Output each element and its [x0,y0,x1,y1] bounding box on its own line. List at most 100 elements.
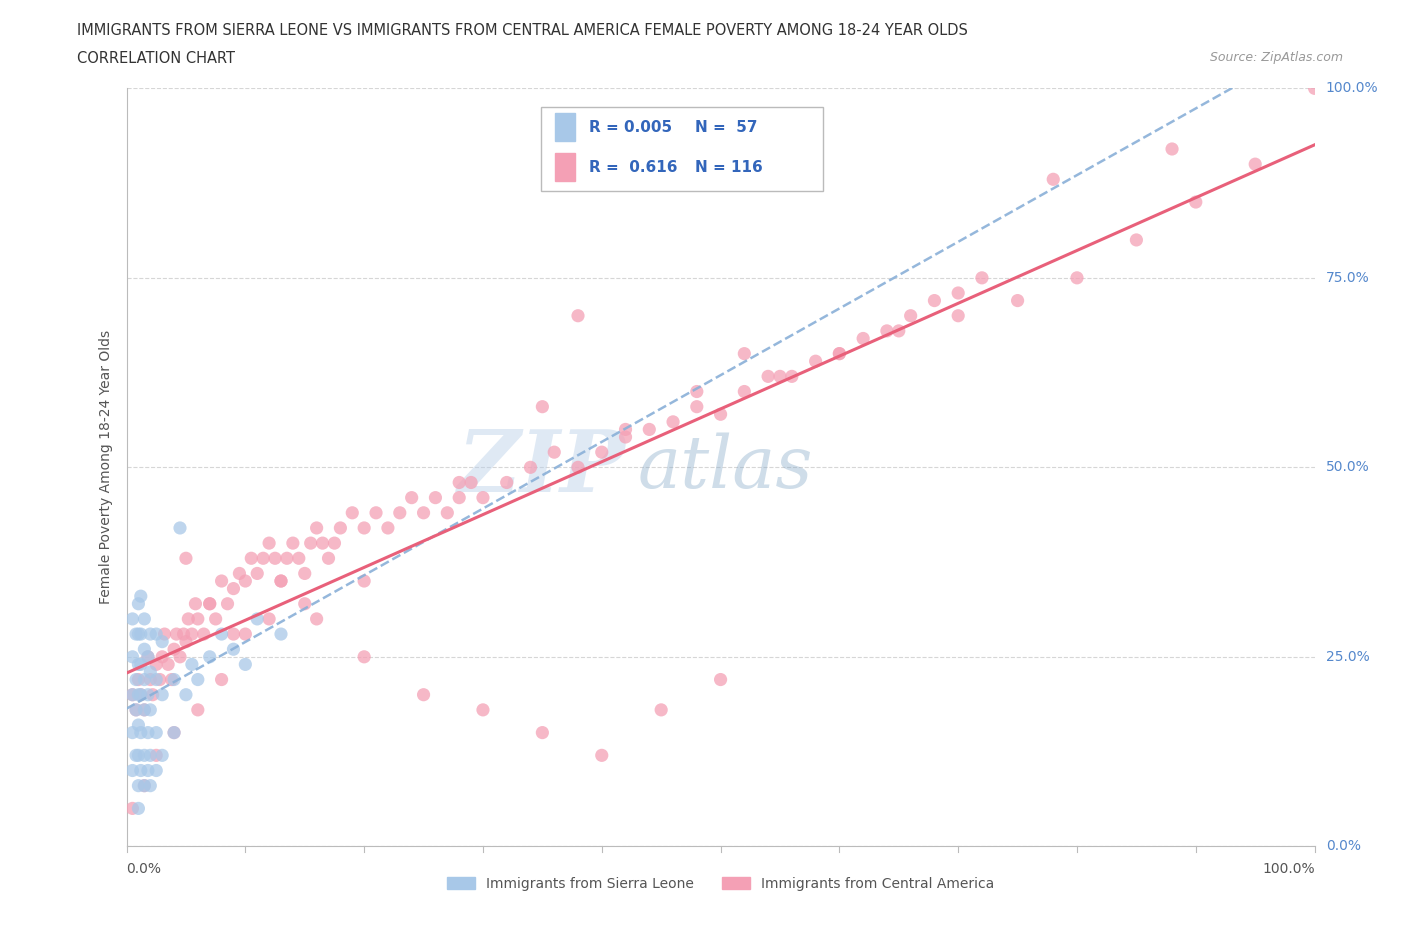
Immigrants from Central America [136,649,159,664]
Immigrants from Central America [217,596,239,611]
Immigrants from Central America [270,574,292,589]
Immigrants from Sierra Leone [211,627,233,642]
Immigrants from Central America [946,309,969,324]
Immigrants from Central America [353,649,375,664]
Immigrants from Sierra Leone [125,672,148,687]
Immigrants from Sierra Leone [129,657,152,671]
Immigrants from Central America [174,634,197,649]
Immigrants from Sierra Leone [139,665,162,680]
Immigrants from Sierra Leone [198,649,221,664]
Text: 0.0%: 0.0% [127,862,162,876]
Immigrants from Central America [567,460,589,475]
Immigrants from Sierra Leone [169,521,191,536]
Immigrants from Central America [299,536,322,551]
Immigrants from Central America [412,687,434,702]
Immigrants from Central America [1303,81,1326,96]
Immigrants from Sierra Leone [136,687,159,702]
Immigrants from Central America [329,521,352,536]
Immigrants from Central America [257,536,280,551]
Immigrants from Sierra Leone [136,649,159,664]
Text: 100.0%: 100.0% [1326,81,1378,96]
Immigrants from Sierra Leone [163,672,186,687]
Immigrants from Central America [153,627,176,642]
Immigrants from Central America [769,369,792,384]
Legend: Immigrants from Sierra Leone, Immigrants from Central America: Immigrants from Sierra Leone, Immigrants… [441,871,1000,897]
Immigrants from Central America [177,612,200,627]
Immigrants from Central America [900,309,922,324]
Immigrants from Central America [222,627,245,642]
Immigrants from Central America [472,490,495,505]
Text: atlas: atlas [637,432,813,502]
Immigrants from Sierra Leone [129,763,152,777]
Immigrants from Central America [257,612,280,627]
Immigrants from Central America [276,551,298,565]
Immigrants from Central America [472,702,495,717]
Immigrants from Central America [121,687,143,702]
Immigrants from Sierra Leone [125,702,148,717]
Immigrants from Central America [353,574,375,589]
Immigrants from Sierra Leone [127,596,149,611]
Text: N = 116: N = 116 [695,160,762,175]
Immigrants from Central America [157,657,180,671]
Immigrants from Central America [323,536,346,551]
Immigrants from Central America [342,505,364,520]
Immigrants from Central America [240,551,263,565]
Text: IMMIGRANTS FROM SIERRA LEONE VS IMMIGRANTS FROM CENTRAL AMERICA FEMALE POVERTY A: IMMIGRANTS FROM SIERRA LEONE VS IMMIGRAN… [77,23,969,38]
Immigrants from Central America [686,384,709,399]
Immigrants from Central America [1184,194,1206,209]
Immigrants from Central America [614,422,637,437]
Immigrants from Sierra Leone [150,634,173,649]
Immigrants from Central America [198,596,221,611]
Immigrants from Sierra Leone [145,725,167,740]
Immigrants from Central America [193,627,215,642]
Immigrants from Central America [924,293,946,308]
Immigrants from Sierra Leone [127,657,149,671]
Immigrants from Central America [134,778,156,793]
Immigrants from Central America [211,574,233,589]
Immigrants from Central America [121,801,143,816]
Immigrants from Central America [709,406,731,421]
Immigrants from Central America [187,612,209,627]
Text: N =  57: N = 57 [695,120,756,135]
Text: R =  0.616: R = 0.616 [589,160,678,175]
Immigrants from Central America [150,649,173,664]
Immigrants from Central America [129,687,152,702]
Immigrants from Sierra Leone [127,748,149,763]
Immigrants from Central America [780,369,803,384]
Immigrants from Central America [222,581,245,596]
Immigrants from Central America [142,687,165,702]
Immigrants from Sierra Leone [163,725,186,740]
Immigrants from Central America [591,748,613,763]
Immigrants from Sierra Leone [134,748,156,763]
Immigrants from Sierra Leone [121,649,143,664]
Immigrants from Sierra Leone [121,612,143,627]
Immigrants from Central America [264,551,287,565]
Immigrants from Central America [163,725,186,740]
Immigrants from Sierra Leone [145,627,167,642]
Immigrants from Sierra Leone [145,672,167,687]
Immigrants from Central America [686,399,709,414]
Immigrants from Central America [460,475,482,490]
Text: 75.0%: 75.0% [1326,271,1369,285]
Immigrants from Central America [495,475,517,490]
Immigrants from Sierra Leone [125,748,148,763]
Immigrants from Central America [970,271,993,286]
Immigrants from Central America [591,445,613,459]
Text: CORRELATION CHART: CORRELATION CHART [77,51,235,66]
Immigrants from Central America [187,702,209,717]
Immigrants from Central America [756,369,779,384]
Immigrants from Central America [852,331,875,346]
Immigrants from Central America [252,551,274,565]
Immigrants from Sierra Leone [222,642,245,657]
Immigrants from Central America [246,566,269,581]
Immigrants from Central America [288,551,311,565]
Text: 100.0%: 100.0% [1263,862,1315,876]
Immigrants from Central America [311,536,333,551]
Text: ZIP: ZIP [458,426,626,509]
Immigrants from Central America [377,521,399,536]
Immigrants from Central America [709,672,731,687]
Immigrants from Sierra Leone [150,687,173,702]
Text: 50.0%: 50.0% [1326,460,1369,474]
Immigrants from Central America [401,490,423,505]
Immigrants from Central America [531,399,554,414]
